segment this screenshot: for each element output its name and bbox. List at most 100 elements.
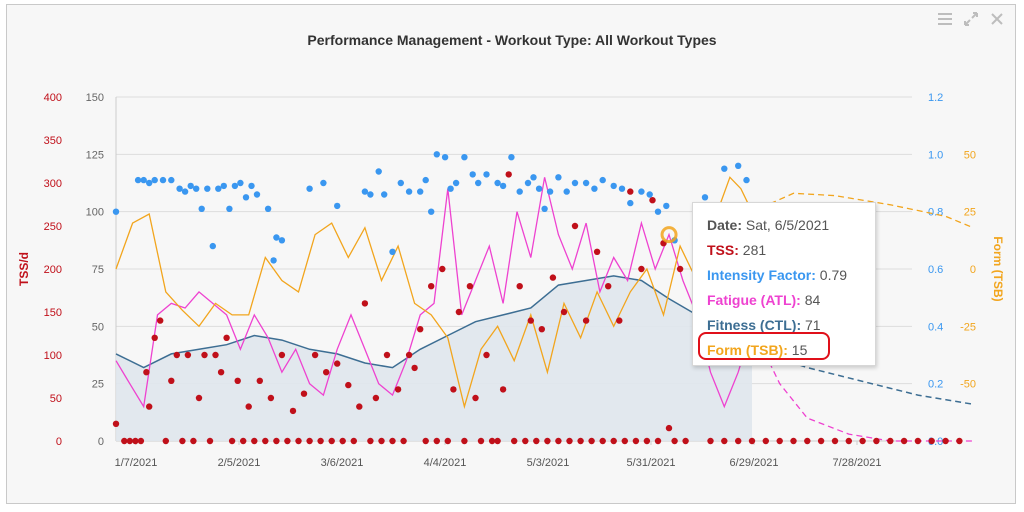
tss-point <box>627 188 634 195</box>
intensity-point <box>499 182 507 190</box>
intensity-point <box>187 182 194 190</box>
expand-icon[interactable] <box>962 10 980 28</box>
tss-point <box>356 403 363 410</box>
tss-tick-label: 250 <box>44 221 62 233</box>
x-tick-label: 6/29/2021 <box>730 457 779 469</box>
tss-point <box>804 437 811 445</box>
tss-point <box>511 437 518 445</box>
tss-point <box>328 437 335 445</box>
x-tick-label: 5/3/2021 <box>527 457 570 469</box>
tss-point <box>372 394 380 402</box>
tss-point <box>900 437 908 445</box>
tss-point <box>228 437 236 445</box>
intensity-point <box>220 182 227 190</box>
tss-point <box>610 437 617 445</box>
tsb-highlight-box <box>698 332 830 360</box>
intensity-point <box>361 188 369 195</box>
intensity-point <box>226 205 233 212</box>
load-tick-label: 125 <box>86 149 104 161</box>
x-tick-label: 1/7/2021 <box>115 457 158 469</box>
tss-point <box>571 222 579 230</box>
intensity-point <box>516 188 523 195</box>
tss-point <box>762 437 769 445</box>
tooltip-tsb-key: Form (TSB): <box>707 342 788 358</box>
intensity-point <box>381 191 388 198</box>
intensity-point <box>618 185 626 192</box>
tss-point <box>240 437 247 445</box>
tss-tick-label: 400 <box>44 92 62 104</box>
intensity-point <box>582 179 590 187</box>
tss-point <box>157 317 164 324</box>
intensity-point <box>422 176 429 184</box>
tss-point <box>748 437 756 445</box>
tooltip-atl-key: Fatigue (ATL): <box>707 292 801 308</box>
tss-point <box>411 364 418 372</box>
form-line <box>115 176 753 410</box>
tss-point <box>428 283 435 290</box>
tss-point <box>212 351 219 359</box>
tss-point <box>638 265 645 273</box>
close-icon[interactable] <box>988 10 1006 28</box>
tss-point <box>323 369 330 376</box>
tss-point <box>873 437 880 445</box>
tss-tick-label: 50 <box>50 393 62 405</box>
tss-point <box>121 437 128 445</box>
tss-point <box>505 171 512 178</box>
intensity-point <box>610 182 617 190</box>
tss-point <box>262 437 269 445</box>
intensity-point <box>555 174 562 181</box>
intensity-point <box>494 179 501 187</box>
form-tick-label: -25 <box>960 321 976 333</box>
tss-point <box>671 437 678 445</box>
intensity-point <box>701 194 709 201</box>
tooltip-if-key: Intensity Factor: <box>707 267 816 283</box>
x-tick-label: 3/6/2021 <box>321 457 364 469</box>
tooltip-ctl-row: Fitness (CTL): 71 <box>707 313 875 338</box>
x-tick-label: 2/5/2021 <box>218 457 261 469</box>
tss-point <box>162 437 169 445</box>
tss-point <box>588 437 595 445</box>
tss-point <box>334 360 341 367</box>
tss-point <box>494 437 501 445</box>
intensity-point <box>397 179 404 187</box>
tss-point <box>914 437 922 445</box>
intensity-point <box>654 208 662 215</box>
tss-point <box>306 437 313 445</box>
intensity-point <box>242 194 250 201</box>
intensity-tick-label: 0.6 <box>928 264 943 276</box>
tooltip-tss-key: TSS: <box>707 242 739 258</box>
intensity-point <box>447 185 454 192</box>
tss-point <box>444 437 451 445</box>
intensity-point <box>306 185 313 192</box>
intensity-point <box>599 176 606 184</box>
tss-point <box>616 317 623 324</box>
tss-point <box>289 407 297 415</box>
menu-icon[interactable] <box>936 10 954 28</box>
tss-point <box>300 390 308 397</box>
tooltip-tss-value: 281 <box>742 242 767 258</box>
intensity-point <box>231 182 239 190</box>
intensity-point <box>469 171 476 178</box>
tss-tick-label: 200 <box>44 264 62 276</box>
intensity-point <box>735 162 742 169</box>
x-tick-label: 7/28/2021 <box>833 457 882 469</box>
tss-point <box>956 437 963 445</box>
tss-point <box>367 437 374 445</box>
tss-point <box>143 369 150 376</box>
intensity-point <box>405 188 413 195</box>
intensity-point <box>591 185 598 192</box>
tss-point <box>522 437 529 445</box>
intensity-point <box>571 179 579 187</box>
tss-point <box>405 351 413 359</box>
intensity-point <box>140 176 147 184</box>
chart-tooltip: Date: Sat, 6/5/2021 TSS: 281 Intensity F… <box>692 202 876 366</box>
intensity-point <box>646 191 653 198</box>
tss-point <box>400 437 407 445</box>
tooltip-date-value: Sat, 6/5/2021 <box>745 217 830 233</box>
tss-point <box>721 437 728 445</box>
hover-marker <box>660 226 678 244</box>
intensity-point <box>389 248 396 255</box>
intensity-point <box>253 191 261 198</box>
intensity-point <box>264 205 272 212</box>
